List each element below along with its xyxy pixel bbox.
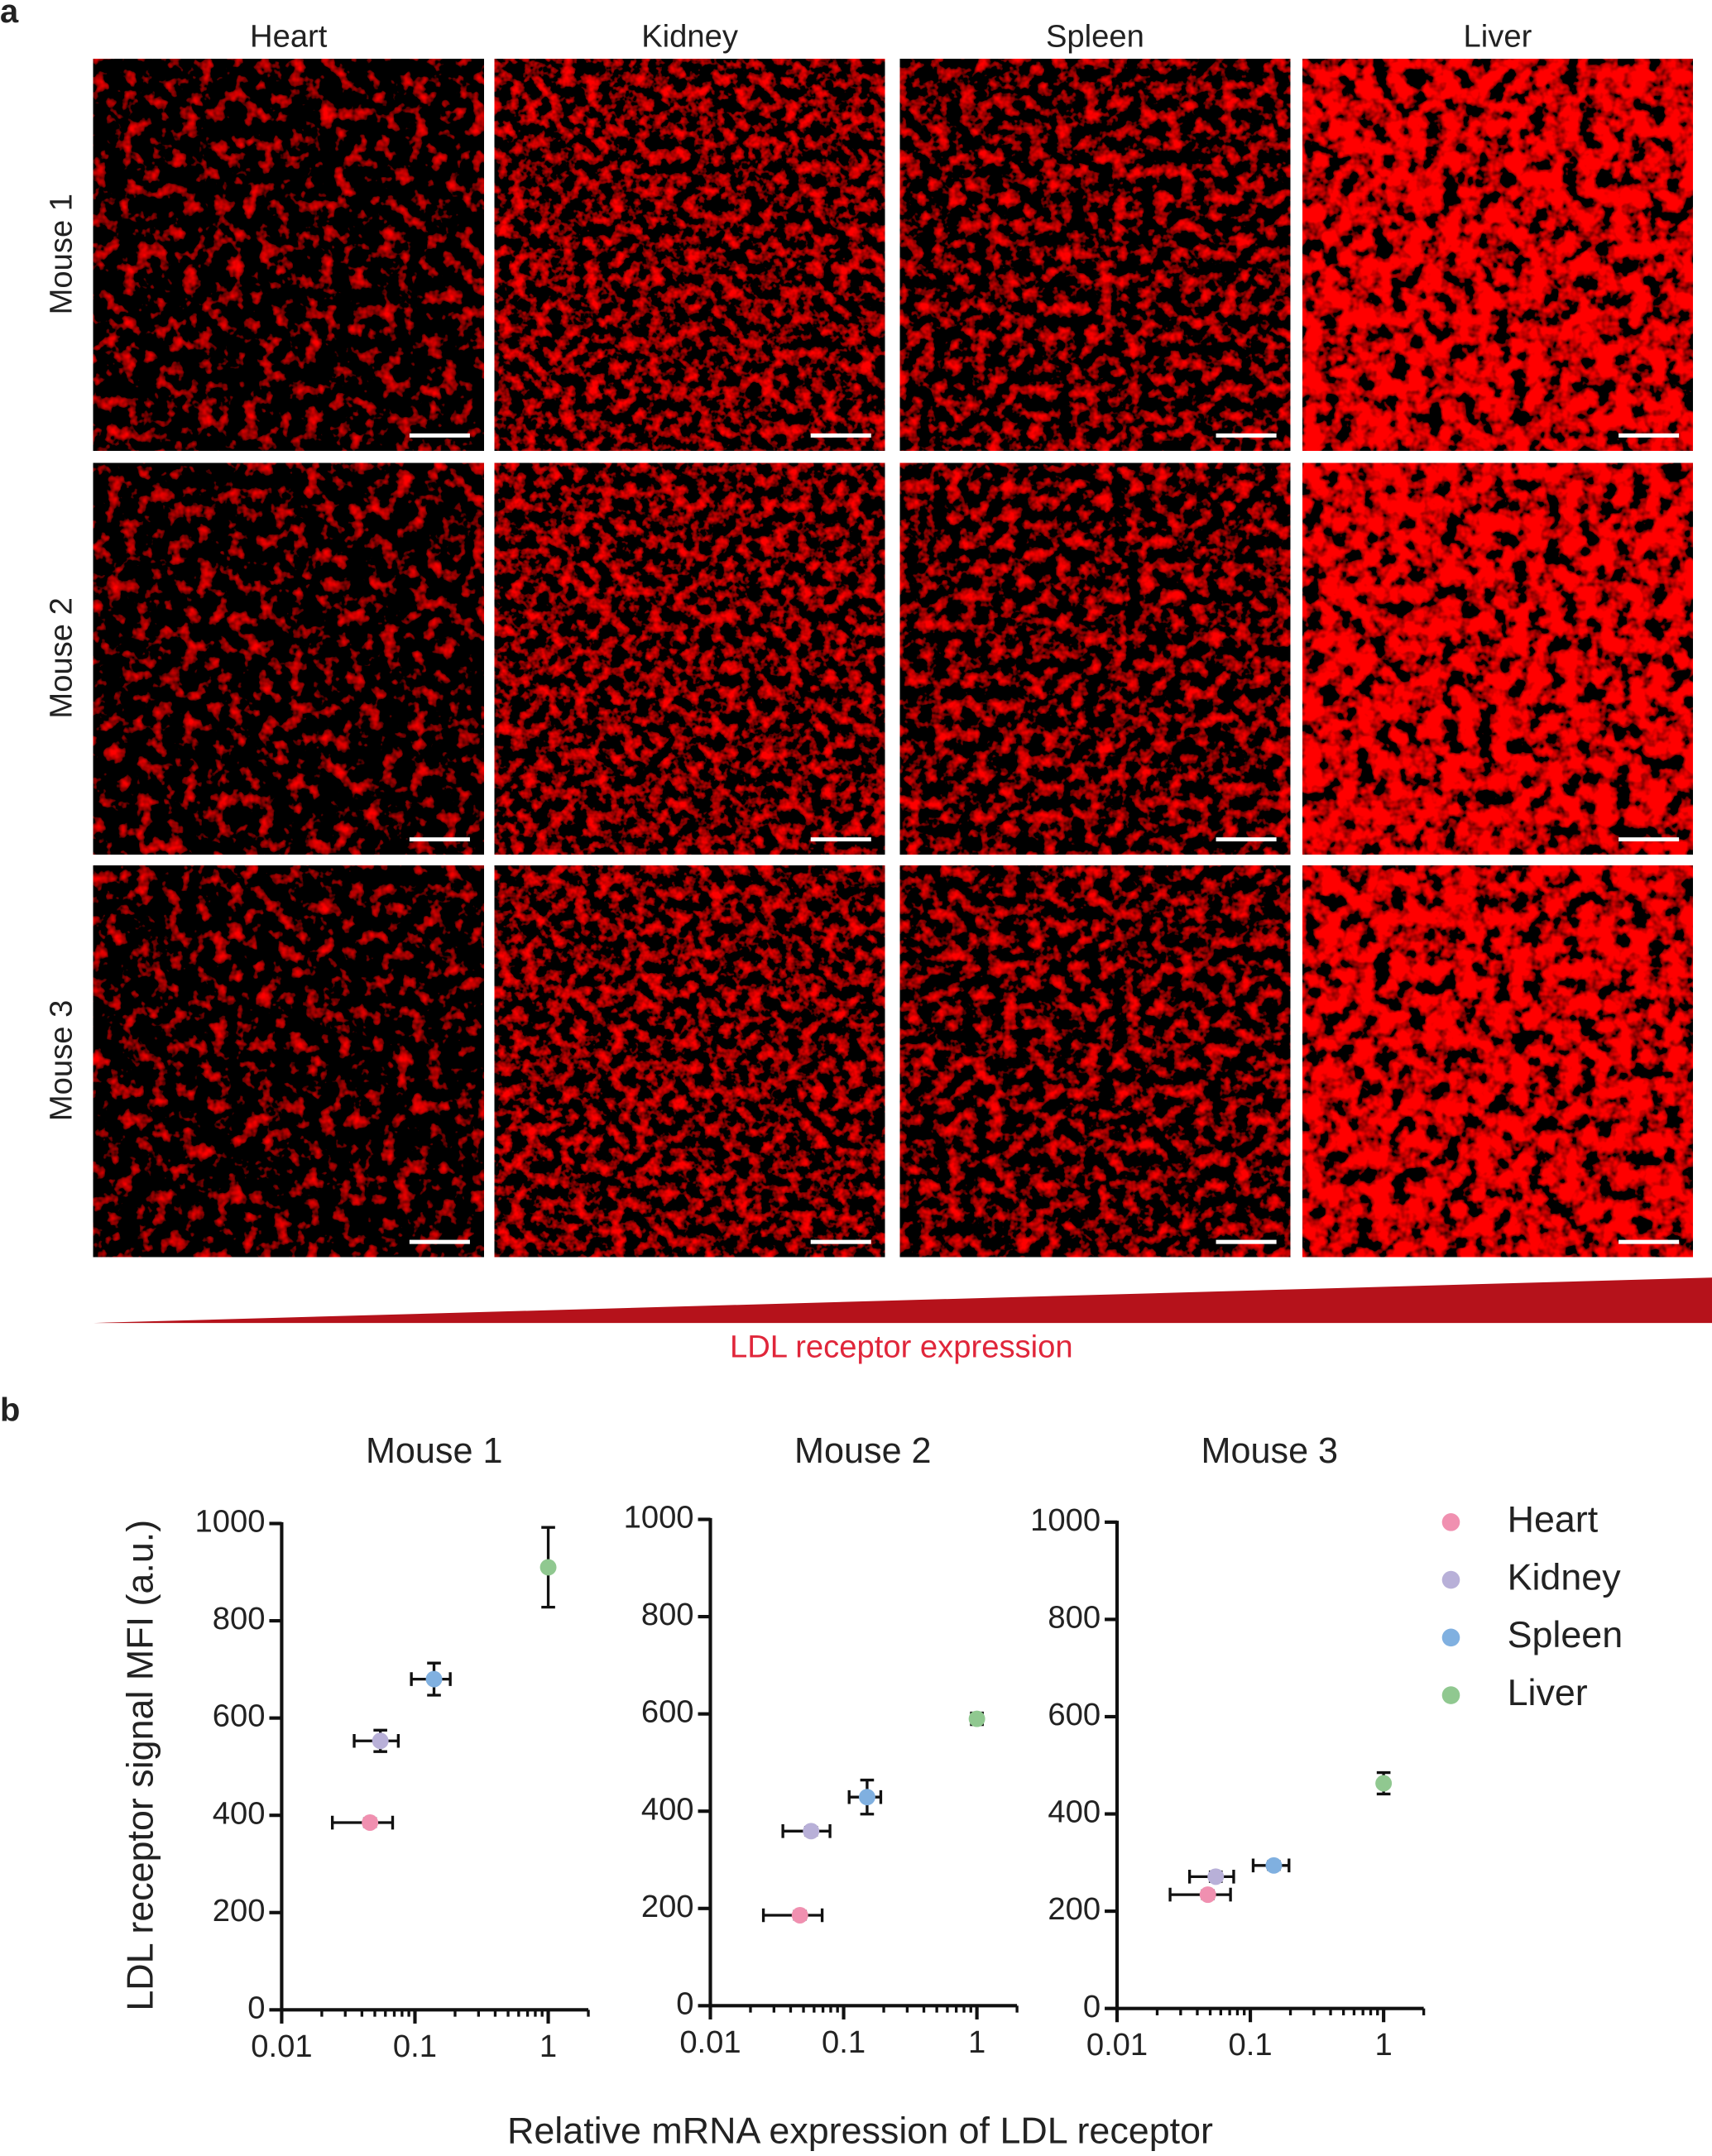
chart-title: Mouse 3 xyxy=(1201,1431,1339,1471)
x-tick-label: 0.1 xyxy=(1229,2027,1273,2063)
row-label: Mouse 1 xyxy=(43,194,79,314)
y-tick-label: 400 xyxy=(641,1791,694,1827)
y-tick-label: 400 xyxy=(1048,1794,1101,1830)
legend-marker xyxy=(1441,1513,1460,1531)
data-point xyxy=(968,1710,985,1727)
x-tick-label: 0.01 xyxy=(251,2029,312,2064)
chart-title: Mouse 1 xyxy=(366,1431,503,1471)
x-tick-label: 0.01 xyxy=(1086,2027,1148,2063)
column-header: Kidney xyxy=(641,19,739,55)
y-tick-label: 0 xyxy=(247,1990,265,2025)
x-tick-label: 1 xyxy=(1375,2027,1393,2063)
micrograph-texture xyxy=(899,865,1291,1258)
micrograph-texture xyxy=(93,59,484,451)
x-tick-label: 0.1 xyxy=(822,2024,866,2060)
data-point xyxy=(372,1732,389,1750)
y-tick-label: 1000 xyxy=(624,1500,694,1536)
micrograph-texture xyxy=(1302,462,1693,855)
y-tick-label: 400 xyxy=(213,1795,266,1831)
micrograph-texture xyxy=(494,59,885,451)
x-tick-label: 0.1 xyxy=(393,2029,437,2064)
data-point xyxy=(803,1823,820,1840)
x-tick-label: 1 xyxy=(968,2024,985,2060)
y-tick-label: 200 xyxy=(213,1893,266,1928)
expression-gradient xyxy=(93,1277,1712,1324)
row-label: Mouse 3 xyxy=(43,1000,79,1121)
data-point xyxy=(791,1907,808,1924)
micrograph-texture xyxy=(899,59,1291,451)
data-point xyxy=(858,1789,875,1806)
data-point xyxy=(1375,1775,1393,1792)
y-tick-label: 200 xyxy=(1048,1891,1101,1927)
y-axis-label: LDL receptor signal MFI (a.u.) xyxy=(119,1520,161,2011)
panel-label: a xyxy=(0,0,19,30)
data-point xyxy=(1207,1868,1225,1885)
x-tick-label: 1 xyxy=(539,2029,557,2064)
data-point xyxy=(539,1559,557,1576)
data-point xyxy=(1265,1857,1283,1874)
x-axis-label: Relative mRNA expression of LDL receptor xyxy=(507,2110,1213,2152)
legend-label: Heart xyxy=(1508,1498,1599,1540)
row-label: Mouse 2 xyxy=(43,597,79,718)
micrograph-texture xyxy=(899,462,1291,855)
legend-marker xyxy=(1441,1570,1460,1589)
legend-label: Spleen xyxy=(1508,1613,1623,1655)
panel-label: b xyxy=(0,1392,20,1429)
y-tick-label: 800 xyxy=(641,1597,694,1632)
micrograph-texture xyxy=(1302,59,1693,451)
gradient-label: LDL receptor expression xyxy=(730,1330,1073,1365)
chart-title: Mouse 2 xyxy=(794,1431,932,1471)
legend-marker xyxy=(1441,1686,1460,1704)
column-header: Heart xyxy=(250,19,328,55)
micrograph-texture xyxy=(1302,865,1693,1258)
y-tick-label: 600 xyxy=(213,1698,266,1734)
y-tick-label: 800 xyxy=(1048,1599,1101,1635)
micrograph-texture xyxy=(93,462,484,855)
y-tick-label: 800 xyxy=(213,1601,266,1636)
y-tick-label: 200 xyxy=(641,1889,694,1924)
y-tick-label: 1000 xyxy=(195,1504,266,1540)
legend-label: Kidney xyxy=(1508,1555,1622,1598)
micrograph-texture xyxy=(494,865,885,1258)
micrograph-texture xyxy=(93,865,484,1258)
data-point xyxy=(362,1814,379,1831)
column-header: Liver xyxy=(1464,19,1532,55)
y-tick-label: 600 xyxy=(1048,1697,1101,1732)
micrograph-texture xyxy=(494,462,885,855)
x-tick-label: 0.01 xyxy=(679,2024,741,2060)
legend-marker xyxy=(1441,1628,1460,1647)
y-tick-label: 600 xyxy=(641,1694,694,1730)
y-tick-label: 1000 xyxy=(1030,1502,1101,1538)
y-tick-label: 0 xyxy=(676,1986,693,2021)
data-point xyxy=(1199,1886,1216,1904)
legend-label: Liver xyxy=(1508,1671,1588,1713)
y-tick-label: 0 xyxy=(1083,1989,1101,2024)
column-header: Spleen xyxy=(1046,19,1144,55)
data-point xyxy=(425,1670,443,1688)
